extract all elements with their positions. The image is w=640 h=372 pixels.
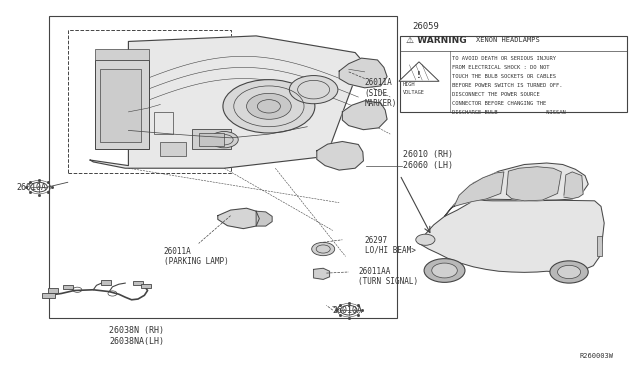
FancyBboxPatch shape <box>400 36 627 112</box>
Text: R260003W: R260003W <box>580 353 614 359</box>
Bar <box>100 69 141 141</box>
Text: XENON HEADLAMPS: XENON HEADLAMPS <box>476 37 540 44</box>
Bar <box>101 280 111 285</box>
Circle shape <box>557 265 580 279</box>
Circle shape <box>416 234 435 245</box>
Text: BEFORE POWER SWITCH IS TURNED OFF.: BEFORE POWER SWITCH IS TURNED OFF. <box>452 83 563 88</box>
Circle shape <box>424 259 465 282</box>
Bar <box>48 288 58 293</box>
Text: VOLTAGE: VOLTAGE <box>403 90 424 94</box>
Text: 26011AA
(TURN SIGNAL): 26011AA (TURN SIGNAL) <box>358 267 419 286</box>
Polygon shape <box>314 268 330 279</box>
Text: 26297
LO/HI BEAM>: 26297 LO/HI BEAM> <box>365 235 415 255</box>
Text: CONNECTOR BEFORE CHANGING THE: CONNECTOR BEFORE CHANGING THE <box>452 101 547 106</box>
Circle shape <box>432 263 458 278</box>
Bar <box>42 292 55 298</box>
Text: 26010 (RH)
26060 (LH): 26010 (RH) 26060 (LH) <box>403 150 453 170</box>
Polygon shape <box>399 62 439 81</box>
Polygon shape <box>454 172 504 206</box>
Polygon shape <box>506 167 561 201</box>
Polygon shape <box>218 208 259 229</box>
Bar <box>133 281 143 285</box>
Bar <box>161 142 186 156</box>
Bar <box>198 133 224 146</box>
Bar <box>95 60 150 149</box>
Circle shape <box>223 80 315 133</box>
Text: ⚠ WARNING: ⚠ WARNING <box>406 36 467 45</box>
Circle shape <box>246 93 291 119</box>
Bar <box>154 112 173 134</box>
Circle shape <box>210 132 238 148</box>
Text: DISCHARGE BULB               NISSAN: DISCHARGE BULB NISSAN <box>452 110 566 115</box>
Text: HIGH: HIGH <box>403 82 415 87</box>
Text: 26059: 26059 <box>413 22 440 31</box>
Text: 26011A
(SIDE
MARKER): 26011A (SIDE MARKER) <box>365 78 397 108</box>
Polygon shape <box>342 101 387 130</box>
Text: !: ! <box>417 71 421 80</box>
Bar <box>141 284 152 288</box>
Bar <box>597 236 602 256</box>
Bar <box>63 285 73 289</box>
Circle shape <box>550 261 588 283</box>
Polygon shape <box>256 211 272 226</box>
Text: 26011A
(PARKING LAMP): 26011A (PARKING LAMP) <box>164 247 228 266</box>
Text: 26038N (RH)
26038NA(LH): 26038N (RH) 26038NA(LH) <box>109 326 164 346</box>
Polygon shape <box>317 141 364 170</box>
Text: 26010A: 26010A <box>333 306 363 315</box>
Text: TOUCH THE BULB SOCKETS OR CABLES: TOUCH THE BULB SOCKETS OR CABLES <box>452 74 556 79</box>
Polygon shape <box>339 58 387 88</box>
Polygon shape <box>564 172 583 199</box>
Text: DISCONNECT THE POWER SOURCE: DISCONNECT THE POWER SOURCE <box>452 92 540 97</box>
Polygon shape <box>419 199 604 272</box>
Text: TO AVOID DEATH OR SERIOUS INJURY: TO AVOID DEATH OR SERIOUS INJURY <box>452 56 556 61</box>
Bar <box>95 49 150 60</box>
Bar <box>192 129 230 149</box>
Polygon shape <box>445 163 588 217</box>
Circle shape <box>312 242 335 256</box>
Polygon shape <box>90 36 365 168</box>
Circle shape <box>289 76 338 104</box>
Text: 26010A: 26010A <box>17 183 47 192</box>
Text: FROM ELECTRICAL SHOCK : DO NOT: FROM ELECTRICAL SHOCK : DO NOT <box>452 65 550 70</box>
